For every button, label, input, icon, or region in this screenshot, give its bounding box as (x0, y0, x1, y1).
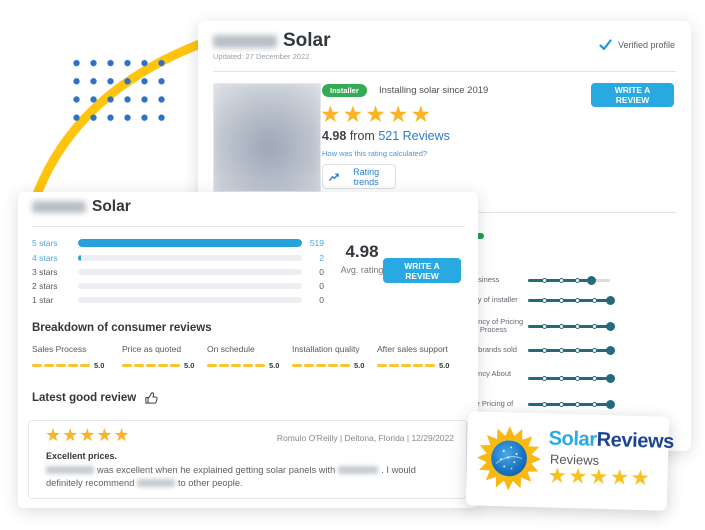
write-review-button[interactable]: WRITE A REVIEW (383, 258, 461, 283)
review-headline: Excellent prices. (46, 451, 118, 461)
rating-connector: from (349, 129, 375, 143)
rating-bars: 5 stars 519 4 stars 2 3 stars 0 2 stars 0 1 star… (32, 234, 324, 307)
solarreviews-wordmark: SolarReviews (548, 427, 674, 453)
redacted-name (46, 466, 94, 474)
trend-chart-icon (329, 172, 339, 181)
average-rating-value: 4.98 (345, 242, 379, 261)
latest-review-card: ★★★★★ Romulo O'Reilly | Deltona, Florida… (28, 420, 467, 499)
rating-slider[interactable] (528, 321, 615, 331)
average-rating: 4.98 Avg. rating (334, 242, 390, 275)
verified-label: Verified profile (617, 40, 675, 50)
redacted-company (136, 479, 175, 487)
review-star-rating: ★★★★★ (45, 425, 131, 445)
rating-bar-row: 4 stars 2 (32, 253, 324, 263)
profile-title: Solar (283, 30, 331, 51)
reviews-count-link[interactable]: 521 Reviews (378, 129, 450, 143)
rating-slider-row: le Pricing of (474, 393, 684, 415)
rating-value: 4.98 (322, 129, 347, 143)
rating-summary: 4.98 from 521 Reviews (322, 129, 450, 143)
rating-slider-row: f brands sold (474, 339, 684, 361)
profile-title-row: Solar (213, 30, 331, 52)
star-rating: ★★★★★ (320, 101, 434, 127)
breakdown-category: On schedule 5.0 (207, 344, 280, 370)
summary-title: Solar (92, 198, 131, 215)
rating-help-link[interactable]: How was this rating calculated? (322, 149, 428, 158)
rating-bar-row: 3 stars 0 (32, 267, 324, 277)
average-rating-label: Avg. rating (340, 265, 384, 275)
check-icon (599, 39, 612, 51)
latest-review-title: Latest good review (32, 390, 159, 405)
divider (32, 226, 464, 227)
rating-slider-row: ency of Pricing s Process (474, 315, 684, 337)
latest-review-label: Latest good review (32, 391, 137, 404)
installer-badge: Installer (322, 84, 367, 97)
badge-star-rating: ★★★★★ (547, 463, 652, 491)
review-body: was excellent when he explained getting … (46, 464, 450, 490)
rating-slider-row: ity of installer (474, 289, 684, 311)
rating-bar-row: 1 star 0 (32, 295, 324, 305)
breakdown-category: After sales support 5.0 (377, 344, 450, 370)
rating-slider-row: ency About n (474, 367, 684, 389)
verified-profile: Verified profile (599, 39, 675, 51)
breakdown-grid: Sales Process 5.0 Price as quoted 5.0 On sch… (32, 344, 472, 378)
rating-slider[interactable] (528, 373, 615, 383)
brand-solar: Solar (548, 427, 597, 451)
company-logo-blurred (213, 83, 321, 192)
company-name-redacted (32, 201, 86, 213)
breakdown-category: Price as quoted 5.0 (122, 344, 195, 370)
breakdown-category: Installation quality 5.0 (292, 344, 365, 370)
review-text: . I would definitely recommend (46, 465, 416, 488)
brand-reviews: Reviews (596, 428, 675, 453)
review-text: was excellent when he explained getting … (97, 465, 336, 475)
redacted-company (338, 466, 379, 474)
breakdown-title: Breakdown of consumer reviews (32, 322, 212, 334)
rating-slider[interactable] (528, 399, 615, 409)
updated-date: Updated: 27 December 2022 (213, 52, 310, 61)
divider (213, 71, 676, 72)
rating-slider[interactable] (528, 275, 610, 285)
breakdown-category: Sales Process 5.0 (32, 344, 105, 370)
write-review-button[interactable]: WRITE A REVIEW (591, 83, 674, 107)
rating-slider-row: usiness (474, 269, 684, 291)
thumbs-up-icon (145, 392, 158, 404)
company-name-redacted (213, 34, 277, 48)
rating-trends-label: Rating trends (353, 166, 380, 187)
rating-bar-row: 5 stars 519 (32, 237, 324, 248)
rating-slider[interactable] (528, 295, 615, 305)
review-meta: Romulo O'Reilly | Deltona, Florida | 12/… (276, 433, 454, 443)
rating-bar-row: 2 stars 0 (32, 281, 324, 291)
review-text: to other people. (177, 478, 243, 488)
solarreviews-badge: SolarReviews Reviews ★★★★★ (465, 411, 674, 511)
summary-title-row: Solar (32, 198, 131, 216)
rating-slider[interactable] (528, 345, 615, 355)
decor-dot-grid (68, 54, 171, 127)
rating-trends-button[interactable]: Rating trends (322, 164, 396, 189)
installing-since-text: Installing solar since 2019 (379, 85, 489, 96)
review-summary-card: Solar 5 stars 519 4 stars 2 3 stars 0 2 stars 0… (18, 192, 478, 508)
solarreviews-sun-icon (476, 426, 542, 491)
